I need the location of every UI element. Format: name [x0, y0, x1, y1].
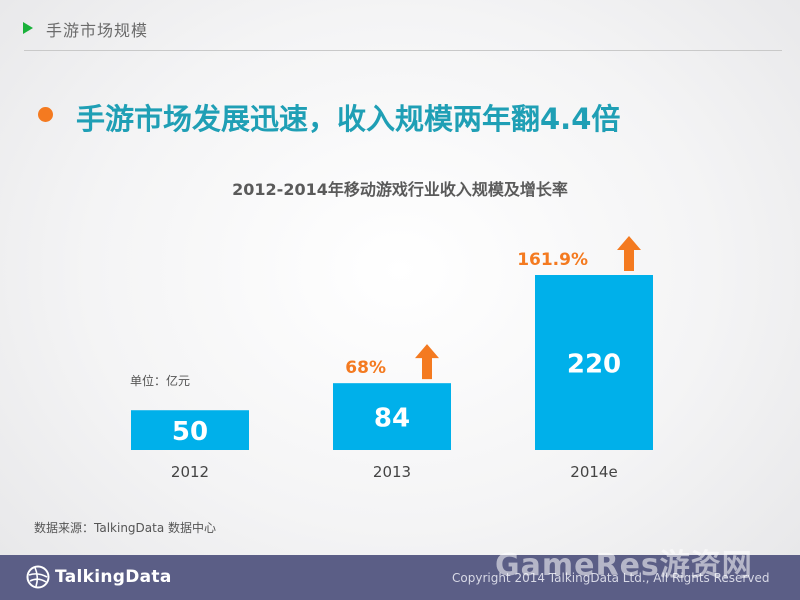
bar-value-label: 50: [172, 417, 208, 447]
footer-bar: TalkingData Copyright 2014 TalkingData L…: [0, 555, 800, 600]
up-arrow-icon: [415, 344, 439, 380]
talkingdata-logo-icon: [26, 565, 50, 589]
headline: 手游市场发展迅速，收入规模两年翻4.4倍: [76, 102, 621, 136]
top-bar: 手游市场规模: [0, 0, 800, 50]
logo-text: TalkingData: [55, 567, 172, 587]
bar-value-label: 84: [374, 404, 410, 434]
section-title: 手游市场规模: [46, 21, 149, 40]
growth-rate-label: 68%: [345, 358, 386, 378]
unit-label: 单位：亿元: [130, 374, 191, 388]
x-tick-label: 2014e: [570, 463, 617, 481]
chart-title: 2012-2014年移动游戏行业收入规模及增长率: [232, 180, 568, 199]
bar-2012: [131, 410, 249, 450]
play-triangle-icon: [23, 22, 33, 34]
x-tick-label: 2013: [373, 463, 411, 481]
growth-rate-label: 161.9%: [517, 250, 588, 270]
bar-chart: 50 2012 84 2013 68% 220 2014e 161.9%: [131, 236, 653, 481]
data-source: 数据来源：TalkingData 数据中心: [34, 521, 217, 535]
bar-value-label: 220: [567, 350, 621, 380]
up-arrow-icon: [617, 236, 641, 271]
bullet-dot-icon: [38, 107, 53, 122]
copyright-text: Copyright 2014 TalkingData Ltd., All Rig…: [452, 571, 770, 585]
bar-2014e: [535, 275, 653, 450]
header-divider: [24, 50, 782, 51]
watermark: GameRes游资网: [495, 548, 753, 583]
bar-2013: [333, 383, 451, 450]
x-tick-label: 2012: [171, 463, 209, 481]
